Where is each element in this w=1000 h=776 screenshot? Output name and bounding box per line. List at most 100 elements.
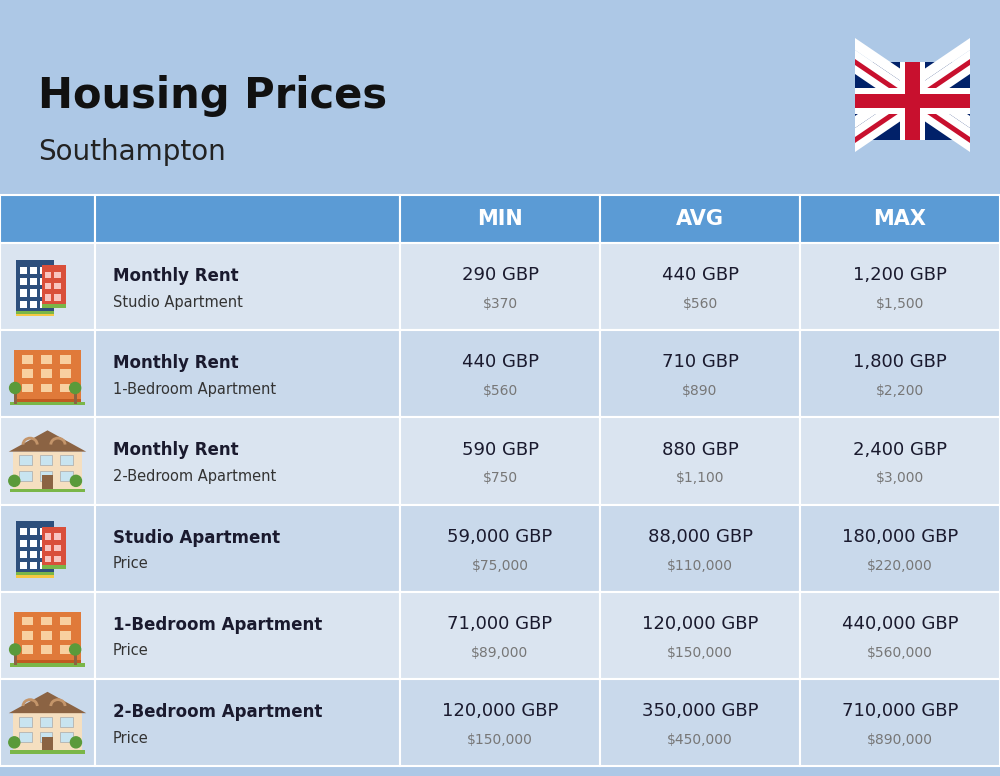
Bar (54, 272, 61, 278)
Bar (41, 645, 52, 653)
Bar (60, 631, 71, 639)
Bar (41, 617, 52, 625)
Bar (40, 301, 48, 308)
Bar (13, 713, 82, 752)
Bar (16, 521, 54, 578)
Text: $2,200: $2,200 (876, 384, 924, 398)
Bar (95, 417, 400, 504)
Bar (14, 393, 17, 404)
Bar (30, 528, 37, 535)
Text: 350,000 GBP: 350,000 GBP (642, 702, 758, 720)
Bar (600, 243, 800, 330)
Bar (41, 383, 52, 392)
Text: $150,000: $150,000 (467, 733, 533, 747)
Bar (800, 243, 1000, 330)
Bar (600, 330, 800, 417)
Bar (19, 733, 32, 743)
Text: 120,000 GBP: 120,000 GBP (642, 615, 758, 633)
Bar (22, 617, 33, 625)
Bar (19, 456, 32, 465)
Text: Price: Price (113, 731, 149, 746)
Bar (20, 551, 27, 558)
Polygon shape (855, 50, 970, 140)
Bar (54, 533, 61, 539)
Bar (20, 289, 27, 296)
Bar (855, 88, 970, 113)
Bar (95, 679, 400, 766)
Bar (42, 736, 53, 752)
Bar (60, 717, 73, 726)
Bar (40, 733, 52, 743)
Bar (30, 539, 37, 546)
Bar (40, 278, 48, 285)
Text: $560: $560 (682, 297, 718, 311)
Text: 120,000 GBP: 120,000 GBP (442, 702, 558, 720)
Text: Monthly Rent: Monthly Rent (113, 267, 239, 285)
Bar (45, 545, 51, 551)
Bar (60, 456, 73, 465)
Text: Southampton: Southampton (38, 138, 226, 166)
Bar (600, 417, 800, 504)
Text: 590 GBP: 590 GBP (462, 441, 538, 459)
Bar (45, 294, 51, 301)
Bar (10, 489, 85, 492)
Bar (54, 545, 61, 551)
Text: $890,000: $890,000 (867, 733, 933, 747)
Bar (400, 679, 600, 766)
Text: 710,000 GBP: 710,000 GBP (842, 702, 958, 720)
Bar (45, 283, 51, 289)
Bar (400, 330, 600, 417)
Text: 88,000 GBP: 88,000 GBP (648, 528, 753, 546)
Text: 440 GBP: 440 GBP (462, 353, 538, 372)
Bar (42, 475, 53, 490)
Text: 59,000 GBP: 59,000 GBP (447, 528, 553, 546)
Polygon shape (855, 38, 970, 128)
Bar (40, 563, 48, 570)
Text: AVG: AVG (676, 209, 724, 229)
Bar (60, 383, 71, 392)
Bar (16, 259, 54, 317)
Bar (14, 399, 81, 404)
Text: $3,000: $3,000 (876, 471, 924, 485)
Text: MIN: MIN (477, 209, 523, 229)
Bar (600, 195, 800, 243)
Text: $890: $890 (682, 384, 718, 398)
Bar (40, 456, 52, 465)
Bar (400, 504, 600, 591)
Bar (54, 294, 61, 301)
Bar (800, 504, 1000, 591)
Text: $1,500: $1,500 (876, 297, 924, 311)
Circle shape (10, 644, 21, 655)
Bar (10, 663, 85, 667)
Bar (855, 94, 970, 109)
Bar (20, 539, 27, 546)
Text: $370: $370 (482, 297, 518, 311)
Bar (600, 591, 800, 679)
Bar (95, 591, 400, 679)
Bar (600, 679, 800, 766)
Bar (40, 717, 52, 726)
Bar (40, 539, 48, 546)
Bar (95, 330, 400, 417)
Text: 2-Bedroom Apartment: 2-Bedroom Apartment (113, 703, 322, 721)
Bar (30, 267, 37, 274)
Bar (900, 62, 925, 140)
Bar (20, 267, 27, 274)
Polygon shape (855, 62, 970, 152)
Text: 880 GBP: 880 GBP (662, 441, 738, 459)
Polygon shape (9, 692, 86, 713)
Text: $220,000: $220,000 (867, 559, 933, 573)
Text: $750: $750 (482, 471, 518, 485)
Bar (400, 417, 600, 504)
Bar (855, 62, 970, 140)
Bar (42, 303, 66, 308)
Bar (54, 283, 61, 289)
Bar (800, 195, 1000, 243)
Bar (16, 310, 54, 317)
Bar (0, 679, 95, 766)
Bar (45, 533, 51, 539)
Bar (800, 591, 1000, 679)
Text: $75,000: $75,000 (472, 559, 528, 573)
Bar (42, 527, 66, 570)
Text: Price: Price (113, 643, 149, 659)
